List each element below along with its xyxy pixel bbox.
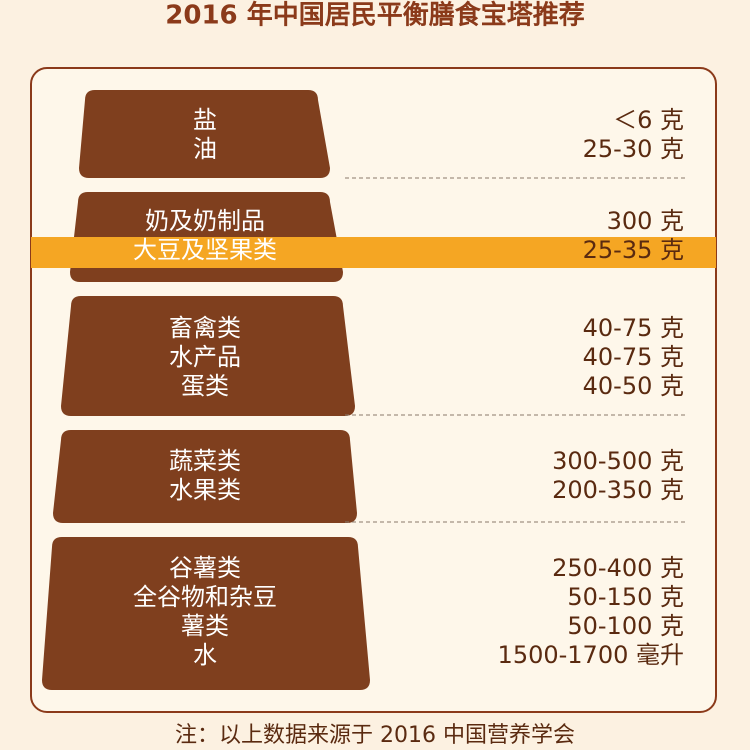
food-name: 水产品 [169,343,241,371]
food-name: 水 [193,641,217,669]
food-amount: 40-75 克 [583,314,684,342]
pyramid-tier [61,296,355,416]
food-amount: 40-50 克 [583,372,684,400]
pyramid-tier [53,430,357,523]
food-name: 油 [193,135,217,163]
food-amount: 200-350 克 [552,476,684,504]
food-name: 畜禽类 [169,314,241,342]
food-name: 奶及奶制品 [145,207,265,235]
food-amount: 50-150 克 [567,583,684,611]
footnote: 注：以上数据来源于 2016 中国营养学会 [175,723,575,748]
food-name: 谷薯类 [169,554,241,582]
food-amount: 300 克 [607,207,684,235]
food-name: 大豆及坚果类 [133,236,277,264]
food-name: 薯类 [181,612,229,640]
food-amount: 300-500 克 [552,447,684,475]
food-amount: 50-100 克 [567,612,684,640]
food-name: 蛋类 [181,372,229,400]
food-amount: 25-30 克 [583,135,684,163]
food-name: 水果类 [169,476,241,504]
food-amount: 1500-1700 毫升 [498,641,684,669]
food-amount: 40-75 克 [583,343,684,371]
food-amount: 25-35 克 [583,236,684,264]
food-amount: 250-400 克 [552,554,684,582]
pyramid-tier [42,537,370,690]
highlight-bar [31,237,716,268]
food-name: 蔬菜类 [169,447,241,475]
pyramid-tier [79,90,330,178]
food-name: 全谷物和杂豆 [133,583,277,611]
food-name: 盐 [193,106,217,134]
title: 2016 年中国居民平衡膳食宝塔推荐 [165,0,584,31]
food-amount: ＜6 克 [613,106,684,134]
